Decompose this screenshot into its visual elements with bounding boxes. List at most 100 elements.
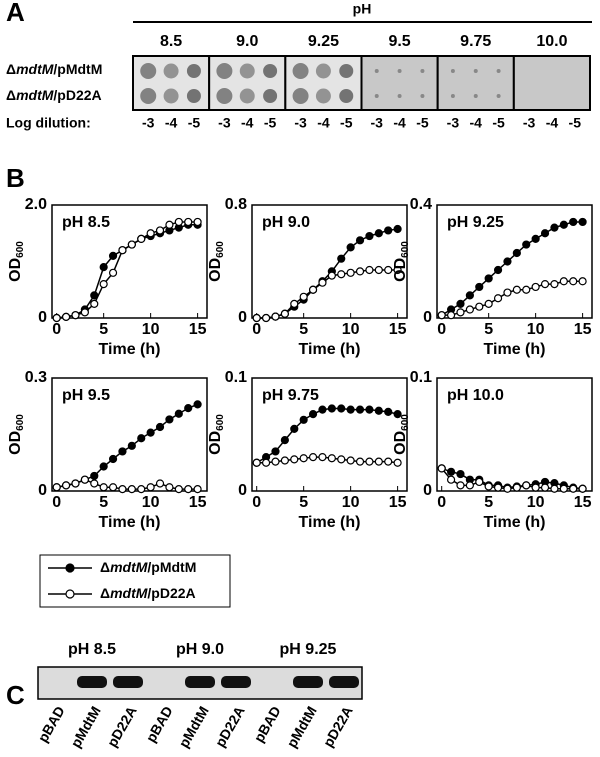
data-point xyxy=(80,308,89,317)
spot xyxy=(186,89,201,103)
data-point xyxy=(137,234,146,243)
data-point xyxy=(252,458,261,467)
spot xyxy=(263,64,278,78)
data-point xyxy=(374,265,383,275)
data-point xyxy=(299,454,308,463)
y-axis-label: OD600 xyxy=(7,414,25,455)
group-label: pH 9.0 xyxy=(176,641,224,658)
row-label: ΔmdtM/pD22A xyxy=(6,87,102,103)
label-italic: mdtM xyxy=(110,559,148,575)
spot xyxy=(420,94,425,98)
data-point xyxy=(384,226,393,235)
y-axis-label: OD600 xyxy=(7,241,25,282)
series-line xyxy=(56,221,198,319)
data-point xyxy=(493,294,503,303)
data-point xyxy=(512,483,521,492)
dilution: -4 xyxy=(393,115,406,131)
data-point xyxy=(522,481,531,490)
data-point xyxy=(484,299,493,308)
data-point xyxy=(165,220,174,229)
panel-letter: C xyxy=(6,680,25,710)
data-point xyxy=(559,220,568,229)
spot xyxy=(292,63,309,79)
spot xyxy=(216,63,233,79)
data-point xyxy=(193,217,202,227)
group-label: pH 9.25 xyxy=(280,641,337,658)
data-point xyxy=(355,267,365,276)
x-tick-label: 0 xyxy=(437,321,446,338)
data-point xyxy=(108,483,118,492)
y-label-sub: 600 xyxy=(15,241,26,258)
data-point xyxy=(384,265,393,275)
column-label: 10.0 xyxy=(536,33,567,50)
legend-label: ΔmdtM/pMdtM xyxy=(100,559,196,575)
legend-marker xyxy=(65,563,75,573)
x-tick-label: 0 xyxy=(252,321,261,338)
label-prefix: Δ xyxy=(100,585,110,601)
plot-frame xyxy=(436,204,593,319)
chart-title: pH 8.5 xyxy=(62,214,110,231)
data-point xyxy=(146,428,155,437)
data-point xyxy=(290,299,299,308)
label-italic: mdtM xyxy=(110,585,148,601)
dilution: -3 xyxy=(142,115,155,131)
data-point xyxy=(174,217,183,227)
data-point xyxy=(155,226,165,235)
x-tick-label: 15 xyxy=(574,321,592,338)
y-tick-label: 0 xyxy=(238,309,247,326)
column-label: 9.0 xyxy=(236,33,258,50)
data-point xyxy=(346,243,355,252)
x-tick-label: 15 xyxy=(189,494,207,511)
data-point xyxy=(261,458,271,467)
data-point xyxy=(355,405,365,414)
series-line xyxy=(256,456,398,464)
data-point xyxy=(456,469,465,479)
data-point xyxy=(446,467,456,476)
spot xyxy=(292,88,309,104)
data-point xyxy=(318,278,327,287)
data-point xyxy=(475,282,484,292)
data-point xyxy=(99,483,108,492)
lane-label: pD22A xyxy=(320,703,356,749)
dilution: -4 xyxy=(470,115,483,131)
data-point xyxy=(193,485,202,494)
data-point xyxy=(346,456,355,465)
x-tick-label: 10 xyxy=(142,494,160,511)
y-label-sub: 600 xyxy=(15,414,26,431)
label-suffix: /pMdtM xyxy=(147,559,196,575)
data-point xyxy=(346,268,355,277)
label-prefix: Δ xyxy=(6,61,16,77)
x-tick-label: 10 xyxy=(527,321,545,338)
y-label-main: OD xyxy=(207,431,224,455)
lane-label: pBAD xyxy=(35,703,68,745)
dilution: -5 xyxy=(492,115,505,131)
data-point xyxy=(503,484,512,493)
data-point xyxy=(146,483,155,492)
chart-title: pH 10.0 xyxy=(447,387,504,404)
lane-label: pMdtM xyxy=(283,703,319,750)
data-point xyxy=(384,407,393,416)
column-label: 9.25 xyxy=(308,33,339,50)
data-point xyxy=(465,291,474,300)
label-italic: mdtM xyxy=(16,87,54,103)
x-tick-label: 15 xyxy=(189,321,207,338)
series-line xyxy=(441,467,583,490)
data-point xyxy=(531,234,540,243)
data-point xyxy=(271,447,280,456)
data-point xyxy=(365,265,374,275)
data-point xyxy=(299,292,308,301)
data-point xyxy=(365,457,374,466)
data-point xyxy=(578,484,587,493)
spot xyxy=(163,88,179,104)
data-point xyxy=(355,236,365,245)
data-point xyxy=(493,483,503,492)
x-tick-label: 5 xyxy=(99,494,108,511)
label-prefix: Δ xyxy=(100,559,110,575)
data-point xyxy=(374,229,383,238)
y-tick-label: 0.1 xyxy=(410,369,432,386)
data-point xyxy=(374,406,383,415)
spot xyxy=(420,69,425,73)
data-point xyxy=(374,457,383,466)
dilution: -5 xyxy=(340,115,353,131)
data-point xyxy=(437,464,446,473)
